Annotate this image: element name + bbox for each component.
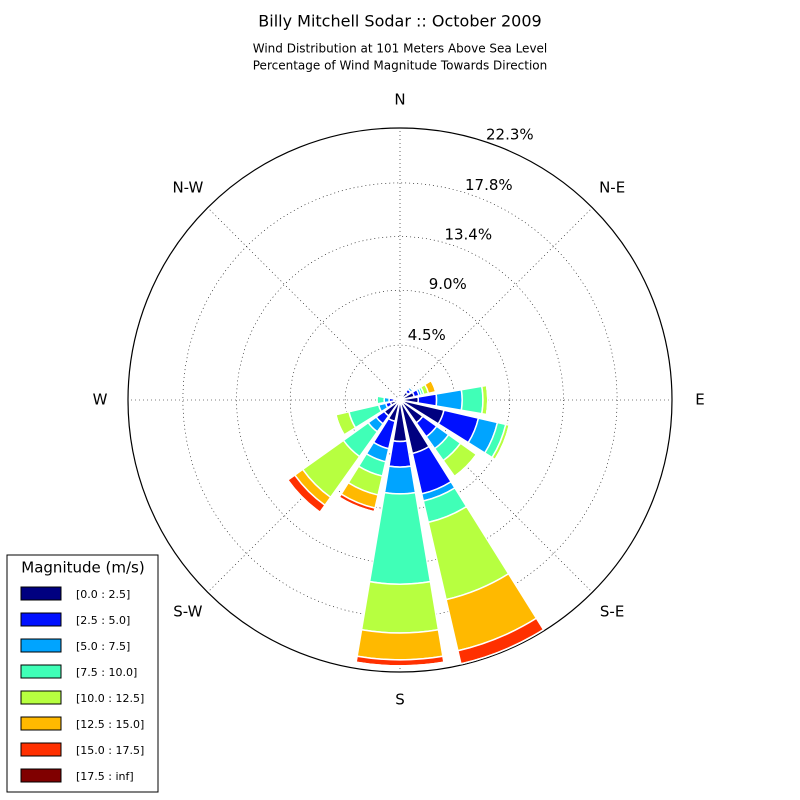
chart-title: Billy Mitchell Sodar :: October 2009 bbox=[258, 12, 541, 31]
wedge bbox=[388, 440, 412, 468]
legend-label: [5.0 : 7.5] bbox=[76, 640, 130, 653]
wedge bbox=[435, 388, 463, 412]
legend-swatch bbox=[20, 716, 62, 731]
direction-label: N-E bbox=[599, 178, 625, 196]
chart-subtitle: Percentage of Wind Magnitude Towards Dir… bbox=[253, 59, 547, 73]
legend-swatch bbox=[20, 768, 62, 783]
legend-swatch bbox=[20, 638, 62, 653]
legend-swatch bbox=[20, 690, 62, 705]
wedge bbox=[408, 386, 414, 392]
direction-label: S bbox=[395, 691, 405, 709]
r-tick-label: 4.5% bbox=[408, 326, 446, 344]
wedge bbox=[356, 628, 444, 661]
legend-label: [10.0 : 12.5] bbox=[76, 692, 144, 705]
wedge bbox=[383, 465, 417, 495]
legend-swatch bbox=[20, 586, 62, 601]
wedge bbox=[355, 661, 445, 667]
direction-label: N bbox=[394, 91, 405, 109]
wedge bbox=[376, 395, 386, 405]
r-tick-label: 9.0% bbox=[429, 275, 467, 293]
legend-title: Magnitude (m/s) bbox=[21, 559, 144, 577]
legend-swatch bbox=[20, 612, 62, 627]
radial-grid-line bbox=[207, 207, 401, 401]
legend-swatch bbox=[20, 742, 62, 757]
legend-label: [17.5 : inf] bbox=[76, 770, 134, 783]
radial-grid-line bbox=[399, 207, 593, 401]
direction-label: E bbox=[695, 391, 704, 409]
legend-label: [12.5 : 15.0] bbox=[76, 718, 144, 731]
wedge bbox=[360, 580, 440, 634]
r-tick-label: 17.8% bbox=[465, 176, 513, 194]
direction-label: S-W bbox=[173, 603, 202, 621]
legend-label: [0.0 : 2.5] bbox=[76, 588, 130, 601]
legend-swatch bbox=[20, 664, 62, 679]
legend-label: [7.5 : 10.0] bbox=[76, 666, 137, 679]
r-tick-label: 13.4% bbox=[444, 226, 492, 244]
outer-circle bbox=[127, 127, 673, 673]
wedge bbox=[287, 479, 321, 513]
radial-grid-line bbox=[399, 399, 593, 593]
direction-label: N-W bbox=[172, 178, 203, 196]
wedge bbox=[460, 385, 484, 415]
direction-label: W bbox=[93, 391, 108, 409]
legend-label: [15.0 : 17.5] bbox=[76, 744, 144, 757]
chart-subtitle: Wind Distribution at 101 Meters Above Se… bbox=[253, 42, 548, 56]
wedge bbox=[494, 425, 511, 460]
direction-label: S-E bbox=[600, 603, 624, 621]
r-tick-label: 22.3% bbox=[486, 125, 534, 143]
legend-label: [2.5 : 5.0] bbox=[76, 614, 130, 627]
